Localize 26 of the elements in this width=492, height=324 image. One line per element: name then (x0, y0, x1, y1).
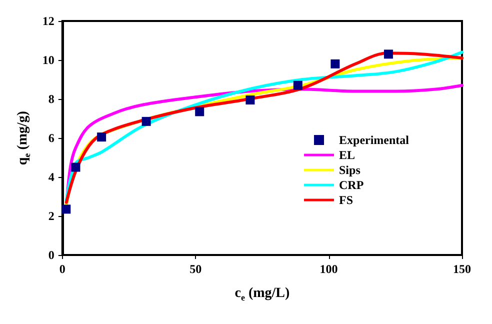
legend-label: Experimental (339, 133, 410, 147)
x-tick-label: 150 (453, 262, 471, 276)
y-tick-label: 6 (48, 131, 54, 145)
x-tick-label: 100 (320, 262, 338, 276)
y-tick-label: 2 (48, 209, 54, 223)
point (195, 107, 204, 116)
legend-label: FS (339, 193, 354, 207)
point (330, 59, 340, 68)
legend-label: CRP (339, 178, 364, 192)
y-tick-label: 0 (48, 248, 54, 262)
x-tick-label: 50 (190, 262, 202, 276)
point (97, 132, 106, 142)
legend-label: Sips (339, 163, 361, 177)
x-tick-label: 0 (59, 262, 66, 276)
point (384, 50, 393, 59)
y-tick-label: 10 (42, 53, 54, 67)
y-tick-label: 12 (42, 14, 54, 28)
point (293, 80, 302, 90)
y-tick-label: 4 (48, 170, 54, 184)
point (62, 204, 71, 214)
point (71, 162, 80, 172)
point (142, 116, 151, 126)
legend-label: EL (339, 148, 356, 162)
point (246, 95, 255, 104)
y-axis-title: qe (mg/g) (16, 110, 32, 166)
y-tick-label: 8 (48, 92, 54, 106)
